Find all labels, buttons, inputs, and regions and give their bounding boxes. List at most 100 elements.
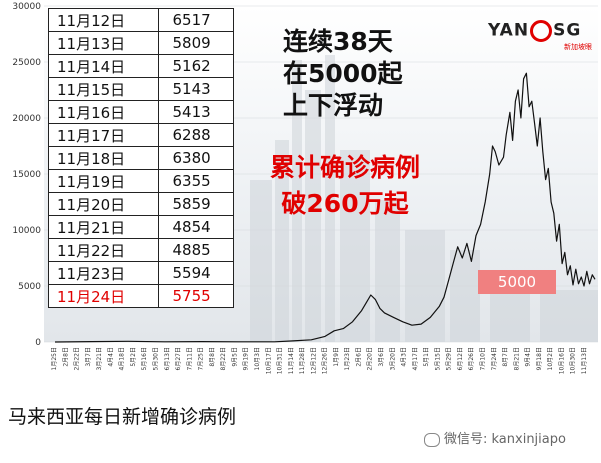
- x-tick-label: 8月7日: [502, 347, 509, 367]
- x-tick-label: 1月23日: [344, 347, 351, 370]
- x-tick-label: 9月5日: [231, 347, 238, 367]
- recent-cases-table: 11月12日 6517 11月13日 5809 11月14日 5162 11月15日 5143…: [48, 8, 235, 308]
- table-row: 11月13日 5809: [48, 31, 235, 55]
- x-tick-label: 2月6日: [355, 347, 362, 367]
- y-tick-label: 20000: [12, 114, 41, 124]
- logo-text-right: SG: [553, 20, 582, 41]
- date-cell: 11月19日: [48, 169, 159, 193]
- x-tick-label: 10月2日: [547, 347, 554, 370]
- skyline-building: [325, 55, 335, 342]
- skyline-building: [250, 180, 272, 342]
- cases-cell: 6355: [157, 169, 235, 193]
- x-tick-label: 10月17日: [265, 347, 272, 374]
- y-tick-label: 15000: [12, 170, 41, 180]
- skyline-building: [305, 90, 321, 342]
- cases-cell: 5594: [157, 261, 235, 285]
- x-tick-label: 9月4日: [525, 347, 532, 367]
- magnifier-icon: [530, 20, 553, 42]
- date-cell: 11月18日: [48, 146, 159, 170]
- cases-cell: 6288: [157, 123, 235, 147]
- x-tick-label: 9月18日: [536, 347, 543, 370]
- table-row: 11月16日 5413: [48, 100, 235, 124]
- table-row: 11月17日 6288: [48, 123, 235, 147]
- table-row: 11月23日 5594: [48, 261, 235, 285]
- table-row: 11月24日 5755: [48, 284, 235, 308]
- x-tick-label: 6月27日: [175, 347, 182, 370]
- chart-caption: 马来西亚每日新增确诊病例: [8, 406, 237, 428]
- x-tick-label: 4月17日: [412, 347, 419, 370]
- cumulative-line: 破260万起: [281, 189, 409, 218]
- y-tick-label: 5000: [18, 282, 41, 292]
- cumulative-line: 累计确诊病例: [270, 153, 421, 182]
- x-tick-label: 8月8日: [209, 347, 216, 367]
- x-tick-label: 7月25日: [198, 347, 205, 370]
- threshold-annotation: 5000: [478, 270, 556, 294]
- y-axis-ticks: 0 5000 10000 15000 20000 25000 30000: [12, 2, 41, 348]
- cases-cell: 5809: [157, 31, 235, 55]
- brand-logo: YAN SG 新加坡眼: [488, 20, 592, 51]
- table-row: 11月14日 5162: [48, 54, 235, 78]
- watermark-text: 微信号: kanxinjiapo: [444, 432, 566, 447]
- x-tick-label: 10月30日: [570, 347, 577, 374]
- date-cell: 11月24日: [48, 284, 159, 308]
- axis-strip: [0, 342, 601, 395]
- cases-cell: 5143: [157, 77, 235, 101]
- table-row: 11月20日 5859: [48, 192, 235, 216]
- x-tick-label: 7月10日: [480, 347, 487, 370]
- cases-cell: 5859: [157, 192, 235, 216]
- skyline-building: [540, 290, 598, 342]
- x-tick-label: 11月28日: [299, 347, 306, 374]
- skyline-building: [292, 60, 302, 342]
- y-tick-label: 0: [35, 338, 41, 348]
- date-cell: 11月14日: [48, 54, 159, 78]
- x-tick-label: 2月8日: [62, 347, 69, 367]
- date-cell: 11月20日: [48, 192, 159, 216]
- date-cell: 11月23日: [48, 261, 159, 285]
- table-row: 11月15日 5143: [48, 77, 235, 101]
- x-tick-label: 4月3日: [401, 347, 408, 367]
- x-tick-label: 5月15日: [434, 347, 441, 370]
- x-tick-label: 10月3日: [254, 347, 261, 370]
- wechat-watermark: 微信号: kanxinjiapo: [424, 428, 566, 447]
- x-tick-label: 4月18日: [119, 347, 126, 370]
- cases-cell: 5162: [157, 54, 235, 78]
- cases-cell: 6380: [157, 146, 235, 170]
- series-lines: [54, 72, 596, 343]
- x-tick-label: 8月21日: [513, 347, 520, 370]
- y-tick-label: 30000: [12, 2, 41, 12]
- x-tick-label: 10月16日: [558, 347, 565, 374]
- date-cell: 11月13日: [48, 31, 159, 55]
- x-tick-label: 11月14日: [288, 347, 295, 374]
- cases-cell: 5413: [157, 100, 235, 124]
- skyline-building: [340, 150, 370, 342]
- date-cell: 11月15日: [48, 77, 159, 101]
- x-tick-label: 1月9日: [333, 347, 340, 367]
- x-tick-label: 2月22日: [74, 347, 81, 370]
- cumulative-headline: 累计确诊病例 破260万起: [270, 150, 420, 222]
- headline: 连续38天 在5000起 上下浮动: [283, 26, 403, 122]
- date-cell: 11月16日: [48, 100, 159, 124]
- x-tick-label: 3月7日: [85, 347, 92, 367]
- x-axis-ticks: 1月25日 2月8日 2月22日 3月7日 3月21日 4月4日 4月18日 5月2日 5月16…: [51, 347, 588, 374]
- date-cell: 11月22日: [48, 238, 159, 262]
- x-tick-label: 6月12日: [457, 347, 464, 370]
- x-tick-label: 6月26日: [468, 347, 475, 370]
- x-tick-label: 7月11日: [186, 347, 193, 370]
- threshold-label: 5000: [498, 273, 536, 291]
- headline-line: 在5000起: [283, 59, 403, 88]
- x-tick-label: 12月12日: [310, 347, 317, 374]
- table-row: 11月19日 6355: [48, 169, 235, 193]
- x-tick-label: 5月29日: [446, 347, 453, 370]
- x-tick-label: 3月21日: [96, 347, 103, 370]
- table-row: 11月18日 6380: [48, 146, 235, 170]
- wechat-icon: [424, 432, 440, 447]
- table-row: 11月12日 6517: [48, 8, 235, 32]
- x-tick-label: 1月25日: [51, 347, 58, 370]
- headline-line: 上下浮动: [283, 91, 384, 120]
- y-tick-label: 25000: [12, 58, 41, 68]
- x-tick-label: 3月6日: [378, 347, 385, 367]
- skyline-building: [450, 250, 480, 342]
- x-tick-label: 12月26日: [322, 347, 329, 374]
- table-row: 11月21日 4854: [48, 215, 235, 239]
